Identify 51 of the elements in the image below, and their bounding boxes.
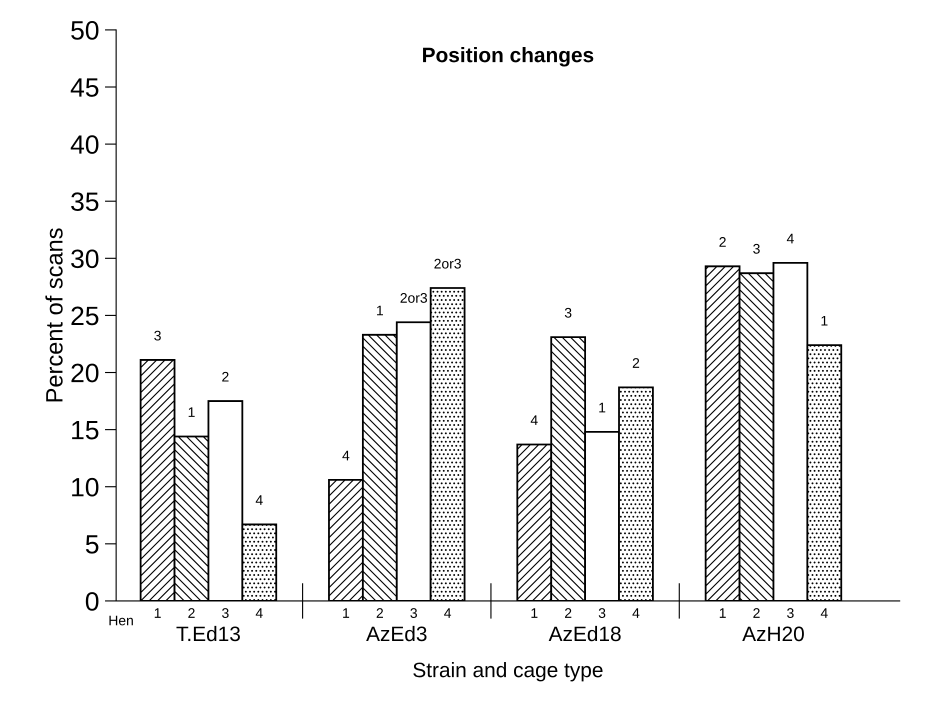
annotation: 1 (599, 402, 606, 412)
y-tick-label: 15 (72, 421, 98, 440)
annotation: 3 (753, 244, 760, 254)
text: 1 (531, 608, 538, 618)
y-tick-label: 40 (70, 135, 98, 154)
x-tick-label: AzEd3 (366, 626, 427, 642)
text: 4 (632, 608, 640, 618)
y-tick-label: 50 (71, 21, 98, 40)
text: 4 (444, 608, 452, 618)
y-tick-label: 5 (86, 535, 98, 554)
annotation: 1 (377, 306, 384, 316)
annotation: 4 (342, 450, 350, 460)
y-tick-label: 20 (71, 364, 98, 382)
annotation: 2 (222, 372, 229, 382)
x-tick-label: AzH20 (742, 626, 804, 642)
annotation: 2or3 (434, 258, 461, 269)
annotation: 3 (564, 308, 572, 318)
annotation: 4 (256, 495, 263, 505)
series-label: 3 (222, 608, 229, 618)
text: Hen (109, 616, 133, 626)
annotation: 4 (786, 234, 794, 244)
annotation: 1 (822, 316, 828, 326)
text: 1 (720, 608, 726, 618)
x-axis-title: Strain and cage type (413, 662, 603, 682)
annotation: 1 (188, 407, 195, 417)
x-tick-label: T.Ed13 (176, 626, 240, 642)
text: 2 (565, 608, 572, 618)
series-label: 2 (188, 608, 195, 618)
text: 2 (753, 608, 760, 618)
y-tick-label: 25 (71, 306, 98, 326)
series-label: 1 (154, 608, 161, 618)
text: 3 (787, 608, 794, 618)
annotation: 2 (719, 237, 726, 247)
x-tick-label: AzEd18 (548, 626, 621, 642)
text: Position changes (423, 47, 594, 67)
text: 1 (343, 608, 350, 618)
series-label: 4 (256, 608, 263, 618)
y-axis-title: Percent of scans (45, 228, 63, 402)
y-tick-label: 10 (72, 478, 98, 497)
annotation: 2 (632, 358, 640, 368)
annotation: 2or3 (400, 293, 428, 303)
text: 4 (820, 608, 828, 618)
y-tick-label: 30 (71, 249, 98, 268)
annotation: 4 (530, 415, 538, 425)
annotation: 3 (154, 330, 161, 341)
text: 3 (598, 608, 606, 618)
text: 3 (410, 608, 417, 618)
y-tick-label: 45 (70, 78, 98, 97)
text: 2 (376, 608, 383, 618)
y-tick-label: 0 (86, 592, 98, 611)
y-tick-label: 35 (71, 192, 98, 212)
